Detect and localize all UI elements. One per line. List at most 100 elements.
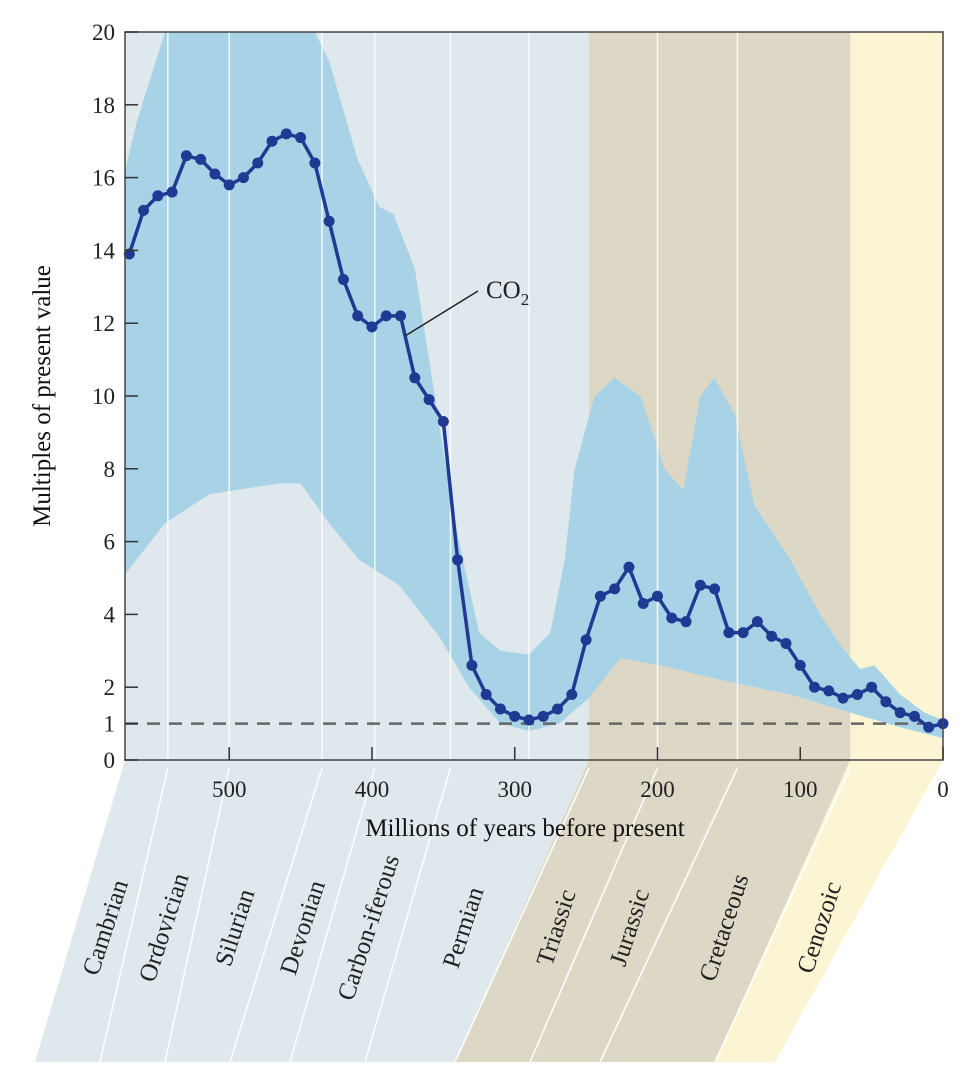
- period-strips: Cambrian Ordovician Silurian Devonian Carbon…: [35, 760, 943, 1063]
- uncertainty-band: [125, 32, 943, 739]
- y-tick-label: 18: [92, 93, 115, 118]
- co2-data-point: [466, 659, 478, 671]
- co2-data-point: [337, 274, 349, 286]
- period-strip: [290, 760, 451, 1062]
- co2-data-point: [452, 554, 464, 566]
- co2-data-point: [751, 616, 763, 628]
- strip-divider: [714, 767, 851, 1063]
- co2-data-point: [295, 132, 307, 144]
- y-tick-label: 1: [104, 712, 116, 737]
- co2-data-point: [395, 310, 407, 322]
- strip-divider: [454, 767, 590, 1063]
- co2-data-point: [923, 721, 935, 733]
- period-strip: [165, 760, 323, 1062]
- co2-data-point: [908, 710, 920, 722]
- y-tick-label: 8: [104, 457, 116, 482]
- co2-data-point: [523, 714, 535, 726]
- x-tick-label: 300: [497, 777, 532, 802]
- co2-data-point: [580, 634, 592, 646]
- co2-data-point: [809, 681, 821, 693]
- co2-label: CO2: [404, 277, 529, 337]
- x-tick-label: 0: [937, 777, 949, 802]
- y-tick-label: 10: [92, 384, 115, 409]
- uncertainty-band-area: [125, 32, 943, 739]
- period-boundary-lines: [167, 32, 739, 760]
- co2-data-point: [680, 616, 692, 628]
- co2-data-point: [152, 190, 164, 202]
- co2-data-point: [552, 703, 564, 715]
- co2-line: [127, 132, 944, 729]
- co2-data-point: [138, 204, 150, 216]
- co2-data-point: [823, 685, 835, 697]
- co2-data-point: [723, 627, 735, 639]
- co2-data-point: [266, 135, 278, 147]
- y-tick-label: 2: [104, 675, 116, 700]
- co2-data-point: [180, 150, 192, 162]
- co2-series: [123, 128, 949, 733]
- co2-label-sub: 2: [521, 290, 530, 309]
- x-tick-label: 100: [783, 777, 818, 802]
- x-axis-label: Millions of years before present: [365, 815, 684, 842]
- period-strip: [230, 760, 375, 1062]
- strip-divider: [99, 767, 169, 1063]
- y-tick-label: 14: [92, 238, 116, 263]
- era-background-cenozoic: [850, 32, 944, 760]
- co2-data-point: [195, 153, 207, 165]
- co2-data-point: [123, 248, 135, 260]
- co2-data-point: [380, 310, 392, 322]
- y-tick-label: 4: [104, 602, 116, 627]
- co2-data-point: [437, 415, 449, 427]
- strip-divider: [599, 767, 739, 1063]
- co2-data-point: [766, 630, 778, 642]
- period-strip: [455, 760, 658, 1062]
- strip-divider: [364, 767, 452, 1063]
- co2-data-point: [666, 612, 678, 624]
- co2-data-point: [252, 157, 264, 169]
- co2-data-point: [237, 172, 249, 184]
- strip-divider: [289, 767, 376, 1063]
- co2-data-point: [780, 638, 792, 650]
- co2-data-point: [609, 583, 621, 595]
- period-strip: [100, 760, 230, 1062]
- svg-text:CO2: CO2: [486, 277, 529, 309]
- period-strip: [715, 760, 943, 1062]
- co2-data-point: [851, 688, 863, 700]
- y-tick-label: 0: [104, 748, 116, 773]
- co2-data-point: [209, 168, 221, 180]
- co2-data-point: [880, 696, 892, 708]
- x-tick-label: 400: [355, 777, 390, 802]
- co2-data-point: [409, 372, 421, 384]
- co2-data-point: [837, 692, 849, 704]
- co2-data-point: [566, 688, 578, 700]
- x-tick-label: 200: [640, 777, 675, 802]
- co2-data-point: [623, 561, 635, 573]
- x-tick-label: 500: [212, 777, 247, 802]
- period-strip: [600, 760, 851, 1062]
- co2-data-point: [709, 583, 721, 595]
- co2-data-point: [280, 128, 292, 140]
- y-tick-label: 12: [92, 311, 115, 336]
- co2-data-point: [509, 710, 521, 722]
- co2-label-main: CO: [486, 277, 521, 304]
- co2-data-point: [480, 688, 492, 700]
- co2-data-point: [737, 627, 749, 639]
- y-axis-label: Multiples of present value: [29, 265, 56, 527]
- co2-data-point: [166, 186, 178, 198]
- strip-divider: [529, 767, 659, 1063]
- y-tick-label: 6: [104, 530, 116, 555]
- strip-divider: [229, 767, 323, 1063]
- co2-data-point: [309, 157, 321, 169]
- co2-data-point: [594, 590, 606, 602]
- co2-data-point: [366, 321, 378, 333]
- co2-data-point: [866, 681, 878, 693]
- co2-data-point: [494, 703, 506, 715]
- period-strip: [35, 760, 168, 1062]
- co2-data-point: [651, 590, 663, 602]
- co2-data-point: [223, 179, 235, 191]
- co2-data-point: [323, 215, 335, 227]
- co2-data-point: [423, 394, 435, 406]
- co2-data-point: [537, 710, 549, 722]
- co2-data-point: [794, 659, 806, 671]
